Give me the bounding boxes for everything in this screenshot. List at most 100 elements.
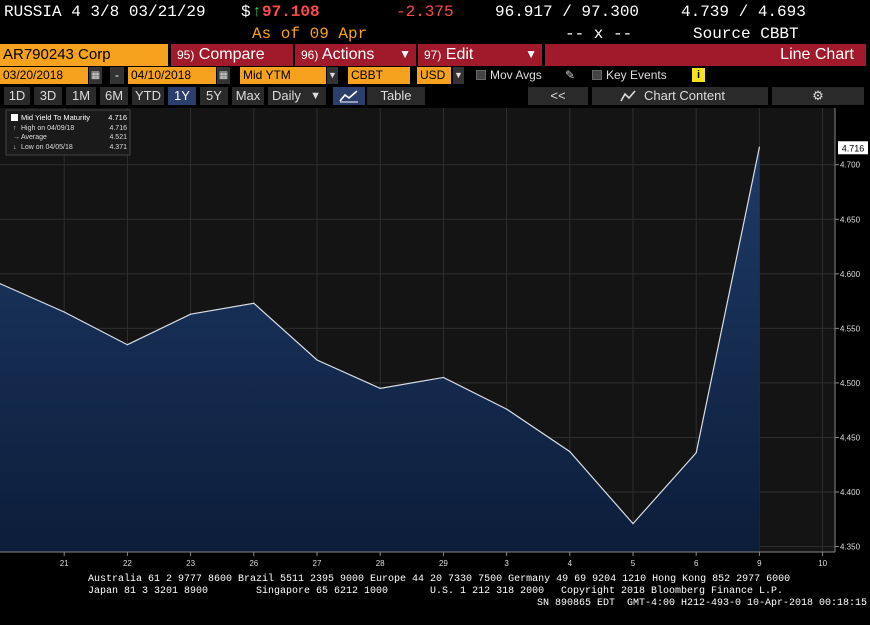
yield-area [0,147,760,552]
x-tick-label: 22 [123,559,132,568]
info-icon[interactable]: i [692,68,705,82]
pencil-icon[interactable]: ✎ [565,68,576,82]
frequency-select[interactable]: Daily ▼ [268,87,326,105]
x-tick-label: 3 [504,559,509,568]
actions-label: Actions [321,46,375,63]
x-tick-label: 4 [568,559,573,568]
line-chart-icon[interactable] [333,87,365,105]
footer-session-info: SN 890865 EDT GMT-4:00 H212-493-0 10-Apr… [537,598,868,609]
y-tick-label: 4.450 [840,433,861,442]
x-tick-label: 28 [376,559,385,568]
dropdown-arrow-icon[interactable]: ▼ [453,67,464,84]
key-events-label[interactable]: Key Events [606,68,667,82]
up-arrow-icon: ↑ [252,3,262,21]
data-point [442,376,444,379]
y-axis: 4.350 4.400 4.450 4.500 4.550 4.600 4.650 4.700 [834,108,861,552]
range-3d-button[interactable]: 3D [34,87,62,105]
edit-menu[interactable]: 97) Edit ▼ [418,44,543,66]
legend-avg-glyph: → [13,134,20,141]
field-select[interactable]: Mid YTM [240,67,326,84]
data-point [695,452,697,454]
data-point [316,359,318,361]
quote-bar: RUSSIA 4 3/8 03/21/29 $ ↑ 97.108 -2.375 … [0,0,870,26]
legend-avg-label: Average [21,134,47,141]
range-1d-button[interactable]: 1D [4,87,30,105]
legend-series-name: Mid Yield To Maturity [21,113,90,122]
mov-avgs-checkbox[interactable] [476,70,486,80]
chart-content-button[interactable]: Chart Content [592,87,768,105]
x-tick-label: 21 [60,559,69,568]
chart-content-icon [620,87,636,108]
menu-bar: AR790243 Corp 95) Compare 96) Actions ▼ … [0,44,870,66]
actions-hotkey: 96) [301,48,319,62]
range-6m-button[interactable]: 6M [100,87,128,105]
ticker-field[interactable]: AR790243 Corp [0,44,168,66]
last-value-marker: 4.716 [838,141,868,155]
range-ytd-button[interactable]: YTD [132,87,164,105]
edit-hotkey: 97) [424,48,442,62]
x-tick-label: 6 [694,559,699,568]
range-1m-button[interactable]: 1M [66,87,96,105]
x-tick-label: 23 [186,559,195,568]
legend-high-glyph: ↑ [13,125,17,132]
range-5y-button[interactable]: 5Y [200,87,228,105]
dropdown-arrow-icon: ▼ [310,90,321,102]
calendar-icon[interactable]: ▦ [89,67,102,84]
compare-hotkey: 95) [177,48,195,62]
legend-series-value: 4.716 [108,113,127,122]
legend-swatch [11,114,18,121]
x-tick-label: 29 [439,559,448,568]
x-axis: 212223262728293456910Mar 2018Apr 2018 [0,551,835,568]
start-date-field[interactable]: 03/20/2018 [0,67,88,84]
data-point [506,408,508,410]
compare-button[interactable]: 95) Compare [171,44,294,66]
y-tick-label: 4.650 [840,215,861,224]
mov-avgs-label[interactable]: Mov Avgs [490,68,542,82]
y-tick-label: 4.550 [840,324,861,333]
x-tick-label: 5 [631,559,636,568]
y-tick-label: 4.500 [840,379,861,388]
data-point [126,344,128,346]
legend-low-glyph: ↓ [13,144,17,151]
legend-avg-value: 4.521 [109,134,127,141]
data-points [0,146,761,525]
data-point [632,523,634,525]
dropdown-arrow-icon[interactable]: ▼ [327,67,338,84]
x-tick-label: 27 [313,559,322,568]
data-point [569,451,571,453]
x-tick-label: 10 [818,559,827,568]
table-button[interactable]: Table [367,87,425,105]
collapse-button[interactable]: << [528,87,588,105]
yield-bid-ask: 4.739 / 4.693 [681,3,806,21]
footer: Australia 61 2 9777 8600 Brazil 5511 239… [0,572,870,624]
legend-low-label: Low on 04/05/18 [21,144,73,151]
key-events-checkbox[interactable] [592,70,602,80]
end-date-field[interactable]: 04/10/2018 [128,67,216,84]
date-separator: - [110,67,124,84]
view-title: Line Chart [545,44,866,66]
y-tick-label: 4.350 [840,543,861,552]
chart-legend: Mid Yield To Maturity 4.716 ↑ High on 04… [5,109,131,156]
actions-menu[interactable]: 96) Actions ▼ [295,44,417,66]
price-change: -2.375 [396,3,454,21]
compare-label: Compare [198,46,265,63]
data-point [63,311,65,313]
as-of-date: As of 09 Apr [252,25,368,43]
footer-phone-line-2: Japan 81 3 3201 8900 Singapore 65 6212 1… [88,586,545,597]
range-1y-button[interactable]: 1Y [168,87,196,105]
source-field[interactable]: CBBT [348,67,410,84]
price-source: Source CBBT [693,25,799,43]
y-tick-label: 4.700 [840,161,861,170]
last-price: 97.108 [262,3,320,21]
as-of-bar: As of 09 Apr -- x -- Source CBBT [0,25,870,45]
range-max-button[interactable]: Max [232,87,264,105]
legend-high-label: High on 04/09/18 [21,125,74,132]
data-point [379,387,381,389]
chart-toolbar: 1D 3D 1M 6M YTD 1Y 5Y Max Daily ▼ Table … [0,87,870,106]
yield-chart: 4.350 4.400 4.450 4.500 4.550 4.600 4.650 4.700… [0,108,868,568]
bid-ask-size: -- x -- [565,25,633,43]
calendar-icon[interactable]: ▦ [217,67,230,84]
edit-label: Edit [445,46,474,63]
currency-select[interactable]: USD [417,67,451,84]
gear-icon[interactable]: ⚙ [772,87,864,105]
